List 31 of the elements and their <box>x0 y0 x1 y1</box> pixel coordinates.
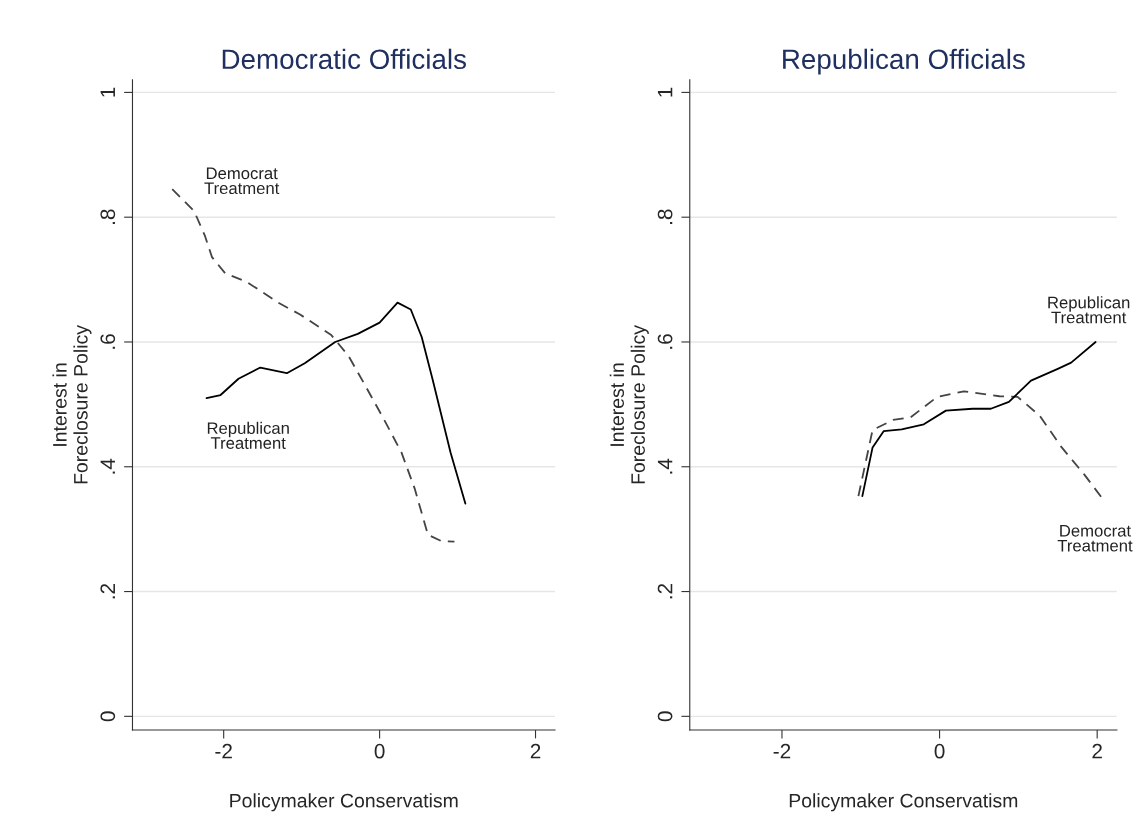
x-axis-title: Policymaker Conservatism <box>789 793 1018 812</box>
text: Democrat Treatment <box>1057 525 1133 552</box>
x-tick-label: 2 <box>1092 743 1102 759</box>
y-tick-label: .4 <box>657 458 673 474</box>
x-tick-label: 0 <box>374 743 385 759</box>
x-tick-label: -2 <box>773 743 791 759</box>
y-axis-title: Interest in Foreclosure Policy <box>609 325 649 484</box>
y-tick-label: 0 <box>657 711 673 722</box>
x-axis-title: Policymaker Conservatism <box>230 793 458 812</box>
chart-title: Republican Officials <box>783 48 1025 75</box>
y-tick-label: .2 <box>657 583 673 599</box>
line-series <box>861 341 1097 497</box>
y-tick-label: .6 <box>100 334 116 349</box>
y-tick-label: .8 <box>100 209 116 224</box>
line-series <box>205 301 467 505</box>
line-series <box>857 390 1103 499</box>
x-tick-label: 2 <box>530 743 541 759</box>
y-axis-title: Interest in Foreclosure Policy <box>52 325 92 484</box>
series-label: Republican Treatment <box>1048 296 1130 324</box>
series-label: Republican Treatment <box>207 421 289 449</box>
y-tick-label: .8 <box>657 209 673 224</box>
chart-title: Democratic Officials <box>222 48 466 70</box>
series-label: Democrat Treatment <box>204 167 280 195</box>
y-tick-label: 0 <box>100 711 116 722</box>
y-tick-label: 1 <box>100 87 115 97</box>
y-tick-label: .6 <box>657 334 673 349</box>
x-tick-label: -2 <box>215 743 232 759</box>
y-tick-label: 1 <box>657 87 673 97</box>
y-tick-label: .4 <box>100 458 115 474</box>
y-tick-label: .2 <box>100 583 115 599</box>
x-tick-label: 0 <box>934 743 945 759</box>
